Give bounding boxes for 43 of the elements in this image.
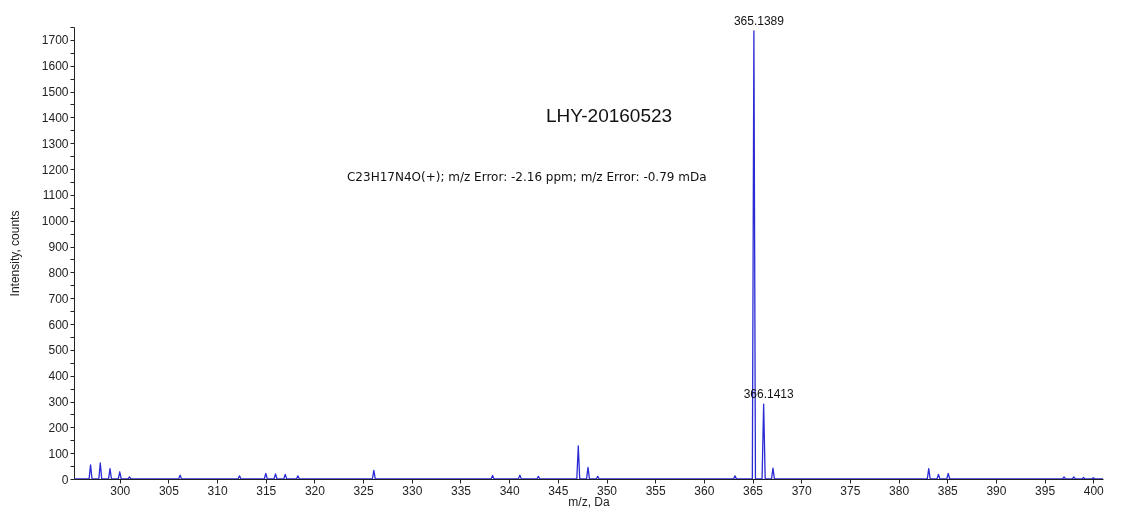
- y-tick-label: 500: [48, 343, 69, 358]
- x-tick-label: 335: [450, 483, 472, 498]
- y-tick-label: 200: [48, 420, 69, 435]
- y-tick-label: 1100: [42, 188, 69, 203]
- x-tick-label: 385: [937, 483, 959, 498]
- line-series: [74, 30, 1103, 479]
- x-tick-label: 345: [548, 483, 569, 498]
- x-tick-label: 400: [1083, 483, 1105, 498]
- x-tick-label: 340: [499, 483, 520, 498]
- y-tick-label: 700: [48, 291, 69, 306]
- y-tick-label: 1300: [41, 136, 69, 151]
- x-tick-label: 360: [694, 483, 715, 498]
- y-tick-label: 800: [48, 265, 69, 280]
- y-tick-label: 1200: [41, 162, 69, 177]
- x-tick-label: 390: [986, 483, 1007, 498]
- y-tick-label: 1700: [41, 33, 69, 48]
- y-tick-label: 1600: [41, 59, 69, 74]
- y-tick-label: 1500: [41, 85, 69, 100]
- x-tick-label: 365: [743, 483, 764, 498]
- y-tick-label: 400: [48, 369, 69, 384]
- x-tick-label: 310: [207, 483, 228, 498]
- x-tick-label: 325: [353, 483, 374, 498]
- y-axis-title: Intensity, counts: [7, 210, 22, 297]
- x-tick-label: 300: [110, 483, 131, 498]
- x-tick-label: 370: [791, 483, 813, 498]
- y-tick-label: 0: [61, 472, 69, 487]
- x-tick-label: 315: [256, 483, 277, 498]
- y-tick-label: 100: [48, 446, 69, 461]
- annotation: C23H17N4O(+); m/z Error: -2.16 ppm; m/z Error: -0.79 mDa: [346, 170, 707, 184]
- x-tick-label: 380: [889, 483, 910, 498]
- x-tick-label: 375: [840, 483, 861, 498]
- y-tick-label: 1000: [41, 214, 69, 229]
- x-tick-label: 330: [402, 483, 423, 498]
- x-tick-label: 305: [158, 483, 180, 498]
- annotation: 365.1389: [733, 13, 785, 28]
- y-tick-label: 600: [48, 317, 69, 332]
- y-tick-label: 900: [48, 240, 69, 255]
- y-tick-label: 1400: [41, 110, 69, 125]
- x-tick-label: 355: [645, 483, 667, 498]
- x-tick-label: 320: [304, 483, 326, 498]
- text: LHY-20160523: [546, 105, 673, 126]
- y-tick-label: 300: [48, 395, 69, 410]
- x-tick-label: 395: [1035, 483, 1056, 498]
